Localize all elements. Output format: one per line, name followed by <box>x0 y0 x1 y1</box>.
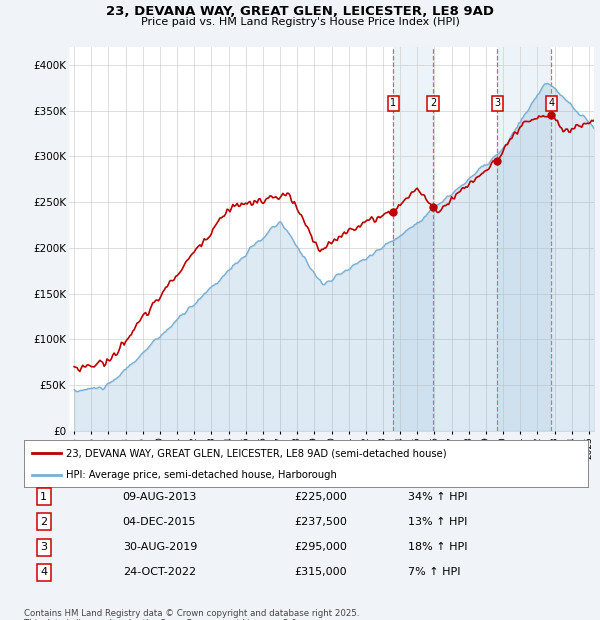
Bar <box>497 46 551 431</box>
Text: 3: 3 <box>40 542 47 552</box>
Text: 24-OCT-2022: 24-OCT-2022 <box>122 567 196 577</box>
Text: £315,000: £315,000 <box>295 567 347 577</box>
Text: 30-AUG-2019: 30-AUG-2019 <box>122 542 197 552</box>
Bar <box>394 46 433 431</box>
Text: 3: 3 <box>494 98 500 108</box>
Text: 2: 2 <box>430 98 436 108</box>
Text: 34% ↑ HPI: 34% ↑ HPI <box>407 492 467 502</box>
Text: 18% ↑ HPI: 18% ↑ HPI <box>407 542 467 552</box>
Text: 13% ↑ HPI: 13% ↑ HPI <box>407 517 467 527</box>
Text: £225,000: £225,000 <box>295 492 347 502</box>
Text: 23, DEVANA WAY, GREAT GLEN, LEICESTER, LE8 9AD: 23, DEVANA WAY, GREAT GLEN, LEICESTER, L… <box>106 5 494 18</box>
Text: 23, DEVANA WAY, GREAT GLEN, LEICESTER, LE8 9AD (semi-detached house): 23, DEVANA WAY, GREAT GLEN, LEICESTER, L… <box>66 448 447 458</box>
Text: 2: 2 <box>40 517 47 527</box>
Text: 7% ↑ HPI: 7% ↑ HPI <box>407 567 460 577</box>
Text: 1: 1 <box>391 98 397 108</box>
Text: £237,500: £237,500 <box>295 517 347 527</box>
Text: £295,000: £295,000 <box>295 542 347 552</box>
Text: Price paid vs. HM Land Registry's House Price Index (HPI): Price paid vs. HM Land Registry's House … <box>140 17 460 27</box>
Text: HPI: Average price, semi-detached house, Harborough: HPI: Average price, semi-detached house,… <box>66 470 337 480</box>
Text: 04-DEC-2015: 04-DEC-2015 <box>122 517 196 527</box>
Text: 4: 4 <box>548 98 554 108</box>
Text: 09-AUG-2013: 09-AUG-2013 <box>122 492 197 502</box>
Text: 4: 4 <box>40 567 47 577</box>
Text: 1: 1 <box>40 492 47 502</box>
Text: Contains HM Land Registry data © Crown copyright and database right 2025.
This d: Contains HM Land Registry data © Crown c… <box>24 609 359 620</box>
